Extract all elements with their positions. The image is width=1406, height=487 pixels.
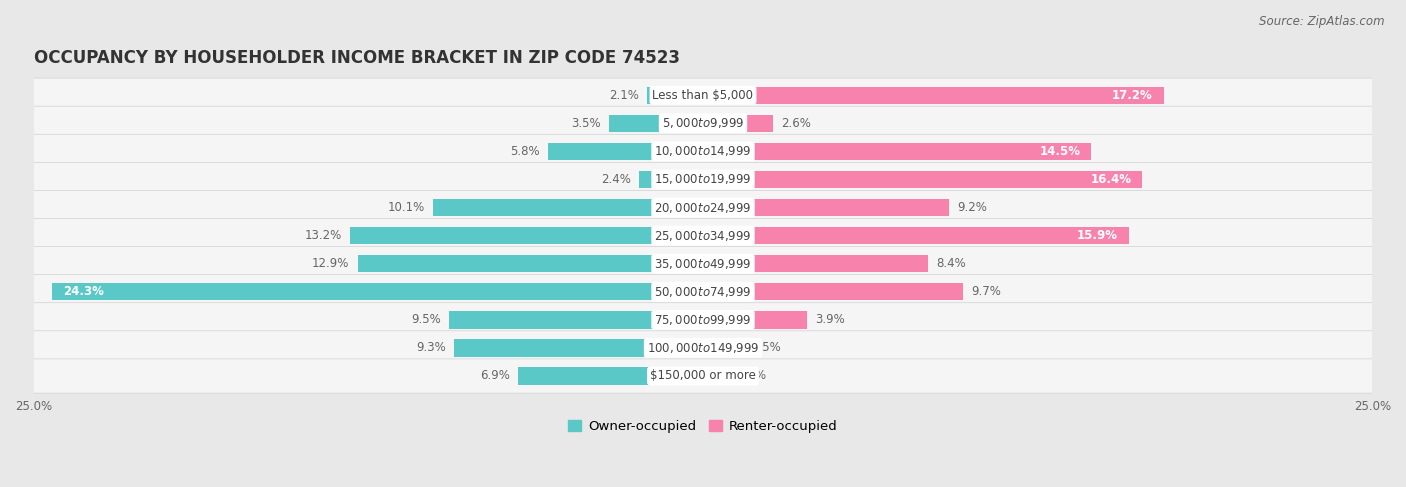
Text: $20,000 to $24,999: $20,000 to $24,999: [654, 201, 752, 215]
Text: 2.6%: 2.6%: [780, 117, 810, 130]
Bar: [449, 311, 703, 329]
Text: Source: ZipAtlas.com: Source: ZipAtlas.com: [1260, 15, 1385, 28]
Bar: [703, 367, 721, 385]
Text: OCCUPANCY BY HOUSEHOLDER INCOME BRACKET IN ZIP CODE 74523: OCCUPANCY BY HOUSEHOLDER INCOME BRACKET …: [34, 49, 679, 67]
Text: 6.9%: 6.9%: [481, 370, 510, 382]
Text: 14.5%: 14.5%: [1039, 145, 1081, 158]
Text: 1.5%: 1.5%: [751, 341, 780, 355]
FancyBboxPatch shape: [21, 162, 1385, 197]
Text: $75,000 to $99,999: $75,000 to $99,999: [654, 313, 752, 327]
Text: $100,000 to $149,999: $100,000 to $149,999: [647, 341, 759, 355]
FancyBboxPatch shape: [21, 359, 1385, 393]
Text: $15,000 to $19,999: $15,000 to $19,999: [654, 172, 752, 187]
Bar: [609, 114, 703, 132]
Text: 3.5%: 3.5%: [572, 117, 602, 130]
Bar: [703, 227, 1129, 244]
Text: 24.3%: 24.3%: [63, 285, 104, 298]
Bar: [454, 339, 703, 356]
Text: 3.9%: 3.9%: [815, 313, 845, 326]
Bar: [647, 87, 703, 104]
Text: 16.4%: 16.4%: [1091, 173, 1132, 186]
Bar: [703, 87, 1164, 104]
FancyBboxPatch shape: [21, 275, 1385, 309]
Text: 2.1%: 2.1%: [609, 89, 638, 102]
FancyBboxPatch shape: [21, 78, 1385, 112]
Bar: [433, 199, 703, 216]
FancyBboxPatch shape: [21, 219, 1385, 253]
FancyBboxPatch shape: [21, 303, 1385, 337]
Text: 0.68%: 0.68%: [730, 370, 766, 382]
FancyBboxPatch shape: [21, 331, 1385, 365]
Bar: [703, 114, 773, 132]
FancyBboxPatch shape: [21, 106, 1385, 140]
Text: 5.8%: 5.8%: [510, 145, 540, 158]
Text: $35,000 to $49,999: $35,000 to $49,999: [654, 257, 752, 271]
FancyBboxPatch shape: [21, 246, 1385, 281]
Text: $150,000 or more: $150,000 or more: [650, 370, 756, 382]
Bar: [548, 143, 703, 160]
Bar: [519, 367, 703, 385]
Bar: [357, 255, 703, 272]
Text: 9.3%: 9.3%: [416, 341, 446, 355]
Text: $50,000 to $74,999: $50,000 to $74,999: [654, 285, 752, 299]
Text: $25,000 to $34,999: $25,000 to $34,999: [654, 228, 752, 243]
Bar: [350, 227, 703, 244]
Text: 13.2%: 13.2%: [304, 229, 342, 242]
Text: 2.4%: 2.4%: [600, 173, 631, 186]
Text: 17.2%: 17.2%: [1112, 89, 1153, 102]
Text: 9.7%: 9.7%: [970, 285, 1001, 298]
FancyBboxPatch shape: [21, 134, 1385, 169]
Legend: Owner-occupied, Renter-occupied: Owner-occupied, Renter-occupied: [562, 415, 844, 438]
Bar: [703, 339, 744, 356]
Bar: [703, 199, 949, 216]
Bar: [703, 171, 1142, 188]
Text: 9.5%: 9.5%: [411, 313, 440, 326]
Text: 12.9%: 12.9%: [312, 257, 350, 270]
Text: $10,000 to $14,999: $10,000 to $14,999: [654, 144, 752, 158]
Bar: [703, 255, 928, 272]
Text: 8.4%: 8.4%: [936, 257, 966, 270]
Text: 9.2%: 9.2%: [957, 201, 987, 214]
Text: 10.1%: 10.1%: [387, 201, 425, 214]
Bar: [52, 283, 703, 300]
FancyBboxPatch shape: [21, 190, 1385, 225]
Bar: [703, 143, 1091, 160]
Bar: [638, 171, 703, 188]
Text: Less than $5,000: Less than $5,000: [652, 89, 754, 102]
Text: $5,000 to $9,999: $5,000 to $9,999: [662, 116, 744, 131]
Bar: [703, 283, 963, 300]
Text: 15.9%: 15.9%: [1077, 229, 1118, 242]
Bar: [703, 311, 807, 329]
